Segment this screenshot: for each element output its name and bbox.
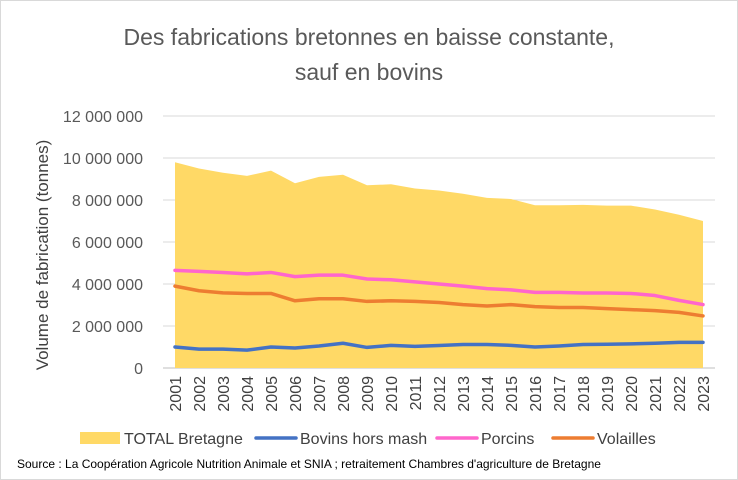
- x-tick-label: 2010: [384, 376, 401, 412]
- x-tick-label: 2014: [480, 376, 497, 412]
- x-tick-label: 2021: [648, 376, 665, 412]
- x-tick-label: 2011: [408, 376, 425, 411]
- chart-title-line-1: Des fabrications bretonnes en baisse con…: [124, 24, 615, 50]
- line-porcins: [173, 268, 705, 307]
- legend-label-porcins: Porcins: [481, 431, 534, 448]
- legend: TOTAL Bretagne Bovins hors mash Porcins Vol…: [80, 431, 656, 448]
- x-tick-label: 2001: [168, 376, 185, 412]
- x-tick-label: 2012: [432, 376, 449, 412]
- x-tick-label: 2008: [336, 376, 353, 412]
- legend-label-bovins-hors-mash: Bovins hors mash: [300, 431, 427, 448]
- y-tick-label: 8 000 000: [72, 193, 143, 210]
- area-total-bretagne: [175, 162, 703, 368]
- x-tick-label: 2016: [528, 376, 545, 412]
- legend-swatch-total-bretagne: [80, 432, 120, 444]
- line-layer: [173, 268, 705, 352]
- x-tick-label: 2020: [624, 376, 641, 412]
- y-tick-label: 4 000 000: [72, 277, 143, 294]
- x-tick-label: 2003: [216, 376, 233, 412]
- y-tick-label: 12 000 000: [63, 109, 143, 126]
- chart-title-line-2: sauf en bovins: [295, 59, 443, 85]
- x-tick-label: 2013: [456, 376, 473, 412]
- y-tick-label: 0: [134, 361, 143, 378]
- x-tick-label: 2017: [552, 376, 569, 412]
- x-tick-label: 2006: [288, 376, 305, 412]
- x-tick-labels: 2001 2002 2003 2004 2005 2006 2007 2008 2009 2010…: [168, 376, 713, 412]
- line-bovins-hors-mash: [173, 340, 705, 352]
- legend-label-volailles: Volailles: [597, 431, 656, 448]
- x-tick-label: 2005: [264, 376, 281, 412]
- x-tick-label: 2002: [192, 376, 209, 412]
- x-tick-label: 2007: [312, 376, 329, 412]
- x-tick-label: 2015: [504, 376, 521, 412]
- legend-label-total-bretagne: TOTAL Bretagne: [124, 431, 243, 448]
- area-layer: [175, 162, 703, 368]
- source-note: Source : La Coopération Agricole Nutriti…: [17, 457, 601, 471]
- x-tick-label: 2023: [696, 376, 713, 412]
- x-tick-label: 2018: [576, 376, 593, 412]
- x-tick-label: 2019: [600, 376, 617, 412]
- y-tick-label: 6 000 000: [72, 235, 143, 252]
- x-tick-label: 2009: [360, 376, 377, 412]
- y-tick-label: 10 000 000: [63, 151, 143, 168]
- x-tick-label: 2022: [672, 376, 689, 412]
- x-tick-label: 2004: [240, 376, 257, 412]
- y-axis-label: Volume de fabrication (tonnes): [33, 140, 52, 371]
- y-tick-labels: 0 2 000 000 4 000 000 6 000 000 8 000 000 10 …: [63, 109, 143, 378]
- line-volailles: [173, 284, 705, 318]
- y-tick-label: 2 000 000: [72, 319, 143, 336]
